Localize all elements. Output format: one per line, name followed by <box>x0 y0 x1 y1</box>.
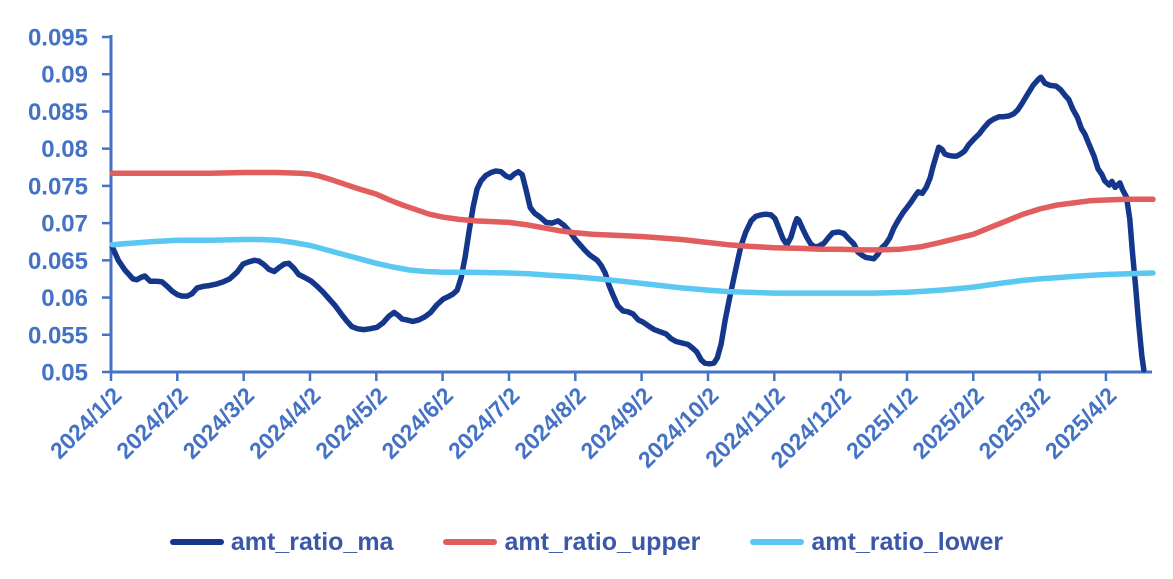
x-axis-tick-label: 2024/4/2 <box>244 382 326 464</box>
series-line-amt_ratio_lower <box>109 236 1156 296</box>
y-axis-tick-label: 0.05 <box>41 360 88 387</box>
y-axis-tick-label: 0.06 <box>41 285 88 312</box>
x-axis-tick-label: 2024/7/2 <box>443 382 525 464</box>
x-axis-tick-label: 2025/2/2 <box>907 382 989 464</box>
legend-label-upper: amt_ratio_upper <box>504 527 701 556</box>
x-axis-tick-label: 2025/1/2 <box>841 382 923 464</box>
legend-item-amt-ratio-upper: amt_ratio_upper <box>443 528 700 557</box>
series-line-amt_ratio_ma <box>109 74 1147 373</box>
x-axis-tick-label: 2024/5/2 <box>310 382 392 464</box>
legend: amt_ratio_ma amt_ratio_upper amt_ratio_l… <box>0 524 1173 560</box>
legend-label-lower: amt_ratio_lower <box>811 527 1004 556</box>
x-axis-tick-label: 2024/1/2 <box>45 382 127 464</box>
x-axis-tick-label: 2024/8/2 <box>509 382 591 464</box>
x-axis-tick-label: 2024/6/2 <box>376 382 458 464</box>
legend-item-amt-ratio-lower: amt_ratio_lower <box>750 528 1003 557</box>
legend-label-ma: amt_ratio_ma <box>230 527 394 556</box>
x-axis-tick-label: 2025/3/2 <box>973 382 1055 464</box>
legend-swatch-upper-icon <box>443 538 498 546</box>
legend-swatch-lower-icon <box>750 538 805 546</box>
y-axis-tick-label: 0.075 <box>28 173 88 200</box>
y-axis-tick-label: 0.095 <box>28 25 88 52</box>
y-axis-tick-label: 0.09 <box>41 62 88 89</box>
legend-item-amt-ratio-ma: amt_ratio_ma <box>169 527 394 557</box>
x-axis-tick-label: 2024/2/2 <box>111 382 193 464</box>
y-axis-tick-label: 0.065 <box>28 248 88 275</box>
legend-swatch-ma-icon <box>169 538 224 546</box>
y-axis-tick-label: 0.085 <box>28 99 88 126</box>
series-line-amt_ratio_upper <box>109 169 1156 253</box>
y-axis-tick-label: 0.07 <box>41 211 88 238</box>
x-axis-tick-label: 2024/3/2 <box>178 382 260 464</box>
y-axis-tick-label: 0.055 <box>28 322 88 349</box>
x-axis-tick-label: 2025/4/2 <box>1040 382 1122 464</box>
y-axis-tick-label: 0.08 <box>41 136 88 163</box>
